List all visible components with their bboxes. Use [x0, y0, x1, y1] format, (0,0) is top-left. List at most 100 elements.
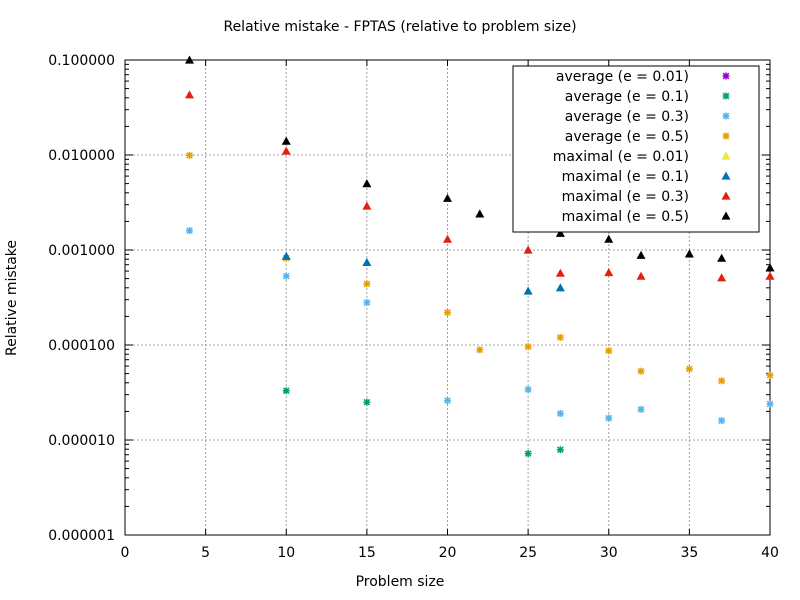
legend-marker: [722, 72, 730, 80]
legend-label: maximal (e = 0.5): [562, 209, 689, 225]
legend-label: average (e = 0.1): [565, 89, 689, 105]
legend-box: [512, 65, 760, 233]
x-tick-label: 10: [277, 545, 295, 561]
data-point: [523, 286, 533, 295]
data-point: [636, 271, 646, 280]
marker-core: [526, 344, 530, 349]
marker-core: [445, 398, 450, 403]
marker-core: [724, 134, 728, 138]
data-point: [475, 209, 485, 218]
legend-marker: [722, 112, 730, 120]
marker-core: [724, 94, 728, 98]
data-point: [717, 273, 727, 282]
marker-core: [639, 407, 643, 412]
marker-core: [284, 274, 289, 278]
marker-core: [526, 387, 530, 392]
data-point: [718, 377, 726, 385]
legend-label: average (e = 0.5): [565, 129, 689, 145]
legend-marker: [722, 132, 730, 140]
marker-core: [445, 310, 450, 315]
data-point: [362, 257, 372, 267]
y-tick-label: 0.000001: [48, 528, 115, 544]
data-point: [281, 251, 291, 260]
data-point: [636, 250, 646, 259]
marker-core: [187, 153, 192, 158]
x-tick-label: 20: [439, 545, 457, 561]
legend-label: maximal (e = 0.3): [562, 189, 689, 205]
data-point: [555, 283, 565, 292]
data-point: [637, 367, 645, 375]
data-point: [556, 446, 564, 454]
data-point: [186, 227, 193, 235]
legend-marker: [721, 191, 731, 200]
legend-label: maximal (e = 0.1): [562, 169, 689, 185]
y-tick-label: 0.010000: [48, 148, 115, 164]
data-point: [605, 414, 613, 422]
data-point: [185, 90, 194, 99]
marker-core: [719, 418, 724, 423]
data-point: [476, 346, 484, 354]
y-tick-label: 0.000010: [48, 433, 115, 449]
y-tick-label: 0.000100: [48, 338, 115, 354]
data-point: [718, 417, 726, 425]
x-tick-label: 40: [761, 545, 779, 561]
data-point: [555, 268, 565, 277]
data-point: [684, 249, 694, 258]
data-point: [186, 151, 193, 159]
marker-core: [724, 114, 728, 118]
data-point: [443, 193, 452, 202]
data-point: [185, 55, 194, 64]
marker-core: [719, 378, 724, 383]
marker-core: [365, 282, 369, 286]
y-tick-label: 0.001000: [48, 243, 115, 259]
data-point: [363, 398, 371, 406]
y-tick-label: 0.100000: [48, 53, 115, 69]
x-tick-label: 0: [121, 545, 130, 561]
marker-core: [558, 447, 563, 452]
data-points: [185, 55, 775, 458]
data-point: [556, 410, 564, 418]
data-point: [444, 397, 451, 405]
data-point: [685, 365, 693, 373]
marker-core: [687, 367, 692, 371]
data-point: [555, 228, 565, 237]
data-point: [604, 234, 614, 243]
data-point: [637, 405, 645, 413]
legend: average (e = 0.01) average (e = 0.1) avera…: [512, 65, 760, 233]
data-point: [524, 343, 532, 351]
data-point: [282, 272, 290, 280]
marker-core: [187, 228, 192, 233]
marker-core: [365, 300, 369, 305]
legend-label: maximal (e = 0.01): [553, 149, 689, 165]
legend-label: average (e = 0.01): [556, 69, 689, 85]
legend-label: average (e = 0.3): [565, 109, 689, 125]
data-point: [523, 245, 533, 254]
legend-marker: [722, 92, 730, 100]
data-point: [362, 179, 372, 188]
data-point: [765, 271, 775, 280]
data-point: [443, 234, 452, 243]
marker-core: [526, 451, 530, 456]
marker-core: [365, 400, 369, 404]
data-point: [604, 267, 614, 277]
data-point: [765, 263, 775, 272]
marker-core: [639, 369, 643, 373]
x-tick-label: 30: [600, 545, 618, 561]
axes: 0 5 10 15 20 25 30 35 40 0.000001 0.000010 0.000100…: [48, 53, 779, 561]
x-tick-label: 25: [519, 545, 537, 561]
marker-core: [768, 402, 772, 406]
data-point: [524, 450, 532, 458]
marker-core: [606, 348, 611, 353]
chart-title: Relative mistake - FPTAS (relative to pr…: [223, 19, 577, 35]
data-point: [524, 386, 532, 394]
x-tick-label: 35: [680, 545, 698, 561]
data-point: [444, 308, 451, 316]
marker-core: [558, 411, 563, 416]
legend-marker: [721, 151, 731, 160]
data-point: [766, 400, 774, 408]
legend-marker: [721, 171, 731, 180]
marker-core: [768, 373, 772, 378]
data-point: [281, 146, 291, 155]
data-point: [717, 253, 727, 262]
